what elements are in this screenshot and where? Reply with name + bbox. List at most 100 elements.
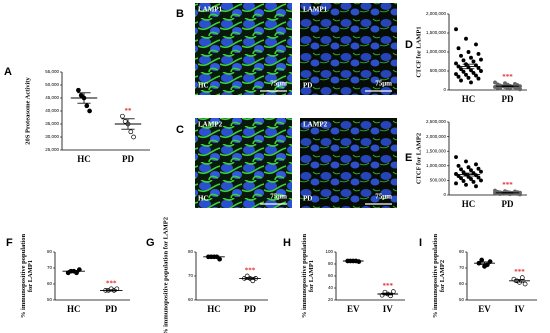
y-tick-label: 50,000 <box>45 82 59 87</box>
y-tick-label: 60 <box>328 273 334 278</box>
x-tick-label: IV <box>383 304 394 314</box>
panel-letter: B <box>176 8 184 20</box>
stain-label: LAMP2 <box>303 121 328 129</box>
data-point <box>456 74 461 79</box>
data-point <box>479 178 483 183</box>
data-point <box>464 36 468 41</box>
data-point <box>454 155 458 159</box>
y-tick-label: 80 <box>188 249 194 254</box>
image-panels: B LAMP1 HC 75μm LAMP1 PD 75μm C LAMP2 HC 75μm LAMP2… <box>176 3 397 208</box>
y-tick-label: 80 <box>328 261 334 266</box>
data-point <box>461 179 466 183</box>
y-tick-label: 50 <box>47 297 53 302</box>
y-tick-label: 500,000 <box>430 68 447 73</box>
data-point <box>474 162 478 167</box>
data-point <box>459 53 463 58</box>
scale-label: 75μm <box>270 80 287 88</box>
y-tick-label: 500,000 <box>430 178 447 183</box>
data-point <box>471 70 476 75</box>
x-tick-label: HC <box>77 154 91 164</box>
y-tick-label: 1,000,000 <box>426 49 447 54</box>
data-point <box>518 87 522 92</box>
panel-letter: F <box>6 237 13 249</box>
y-axis-title: % immunopositive population <box>301 234 308 319</box>
data-point <box>469 80 473 85</box>
panel-letter: I <box>419 237 422 249</box>
data-point <box>474 184 478 189</box>
y-tick-label: 0 <box>443 192 446 197</box>
y-tick-label: 40,000 <box>45 108 59 113</box>
y-tick-label: 80 <box>47 249 53 254</box>
data-point <box>122 119 128 124</box>
data-point <box>522 281 528 287</box>
significance: *** <box>502 181 513 189</box>
data-point <box>474 42 478 47</box>
data-point <box>464 159 468 164</box>
y-axis-title: % immunopositive population <box>20 234 27 319</box>
data-point <box>459 167 463 172</box>
data-point <box>456 163 461 168</box>
data-point <box>459 67 463 72</box>
micrograph <box>195 118 292 208</box>
y-tick-label: 60 <box>188 297 194 302</box>
scale-label: 75μm <box>270 193 287 201</box>
y-tick-label: 2,000,000 <box>426 134 447 139</box>
data-point <box>493 80 497 85</box>
x-tick-label: EV <box>478 304 491 314</box>
data-point <box>128 129 134 135</box>
scale-label: 75μm <box>375 193 392 201</box>
data-point <box>466 50 471 54</box>
y-tick-label: 1,500,000 <box>426 148 447 153</box>
data-point <box>476 166 481 171</box>
y-tick-label: 1,500,000 <box>426 30 447 35</box>
y-axis-title: for LAMP1 <box>308 260 315 292</box>
data-point <box>471 179 476 184</box>
data-point <box>469 55 473 60</box>
significance: *** <box>502 73 513 81</box>
y-tick-label: 70 <box>188 273 194 278</box>
group-label: HC <box>198 82 209 90</box>
y-tick-label: 0 <box>443 87 446 92</box>
data-point <box>476 175 481 180</box>
data-point <box>461 58 466 63</box>
panel-letter: D <box>405 39 413 51</box>
data-point <box>84 103 90 109</box>
y-axis-title: % immunopositive population <box>432 234 439 319</box>
data-point <box>454 72 458 76</box>
y-tick-label: 55,000 <box>45 69 59 74</box>
data-point <box>454 181 458 186</box>
micrograph <box>300 118 397 208</box>
y-tick-label: 40 <box>328 285 334 290</box>
data-point <box>479 257 485 263</box>
data-point <box>476 76 481 81</box>
data-point <box>456 46 461 51</box>
y-axis-title: CTCF for LAMP2 <box>415 133 422 184</box>
y-tick-label: 35,000 <box>45 121 59 126</box>
significance: ** <box>125 107 133 115</box>
y-tick-label: 100 <box>325 249 333 254</box>
data-point <box>508 86 512 91</box>
stain-label: LAMP2 <box>198 121 223 129</box>
x-tick-label: PD <box>502 199 514 209</box>
stain-label: LAMP1 <box>303 6 328 14</box>
charts: A 25,000 30,000 35,000 40,000 45,000 50,000 55,… <box>4 11 537 333</box>
significance: *** <box>383 282 394 290</box>
data-point <box>461 69 466 74</box>
data-point <box>479 169 483 174</box>
significance: *** <box>106 279 117 287</box>
x-tick-label: EV <box>347 304 360 314</box>
data-point <box>87 108 92 114</box>
x-tick-label: PD <box>105 304 117 314</box>
scale-label: 75μm <box>375 80 392 88</box>
data-point <box>120 113 125 119</box>
y-tick-label: 20 <box>328 297 334 302</box>
y-tick-label: 50 <box>459 297 465 302</box>
x-tick-label: HC <box>462 199 476 209</box>
data-point <box>469 176 473 181</box>
x-tick-label: HC <box>67 304 81 314</box>
data-point <box>131 134 136 140</box>
y-axis-title: for LAMP2 <box>439 260 446 292</box>
x-tick-label: HC <box>462 94 476 104</box>
x-tick-label: IV <box>514 304 525 314</box>
